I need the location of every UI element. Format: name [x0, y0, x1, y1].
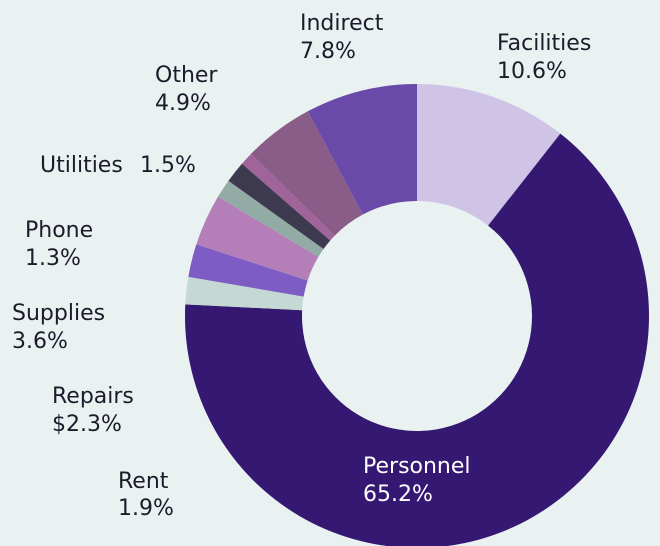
slice-label: Facilities	[497, 31, 591, 56]
slice-value-label: 3.6%	[12, 329, 68, 354]
donut-slice	[185, 276, 304, 311]
slice-value-label: 1.9%	[118, 496, 174, 521]
slice-value-label: 1.3%	[25, 246, 81, 271]
slice-value-label: 7.8%	[300, 39, 356, 64]
slice-value-label: 10.6%	[497, 59, 567, 84]
slice-label: Rent	[118, 469, 169, 494]
slice-label: Supplies	[12, 301, 105, 326]
slice-value-label: 1.5%	[140, 153, 196, 178]
donut-slice	[307, 84, 417, 215]
slice-label: Indirect	[300, 11, 384, 36]
donut-slice	[196, 196, 319, 281]
slice-value-label: 4.9%	[155, 91, 211, 116]
donut-slice	[242, 154, 335, 241]
donut-slice	[417, 84, 561, 226]
donut-slice	[188, 244, 308, 297]
donut-slice	[218, 180, 324, 257]
slice-label: Repairs	[52, 384, 134, 409]
slice-label: Personnel	[363, 454, 471, 479]
donut-slice	[250, 111, 363, 236]
slice-value-label: $2.3%	[52, 412, 122, 437]
slice-label: Phone	[25, 218, 93, 243]
slice-label: Other	[155, 63, 218, 88]
donut-slice	[185, 133, 649, 546]
slice-label: Utilities	[40, 153, 123, 178]
slice-value-label: 65.2%	[363, 482, 433, 507]
donut-slice	[228, 163, 331, 249]
